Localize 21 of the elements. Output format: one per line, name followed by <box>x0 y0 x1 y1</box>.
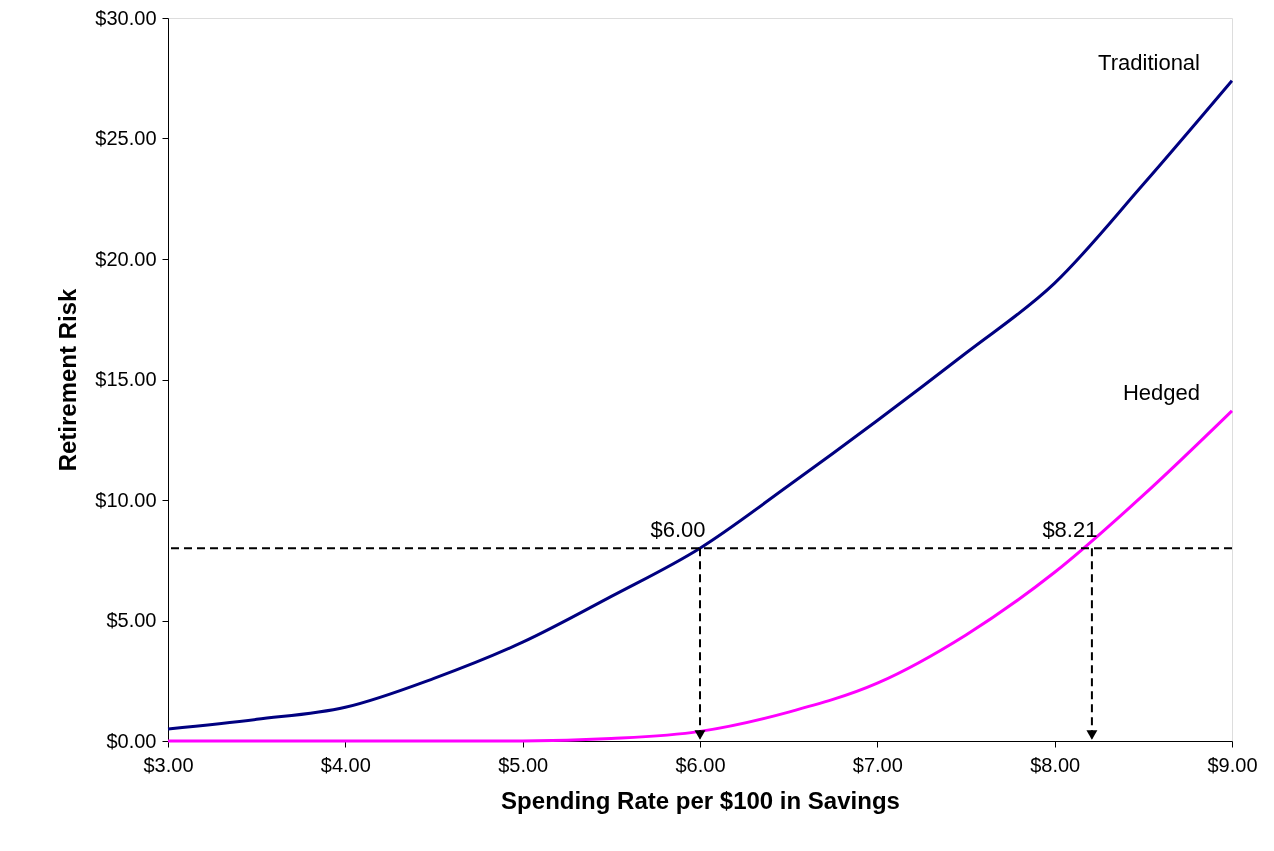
x-tick-label: $8.00 <box>1030 753 1081 776</box>
x-tick-label: $4.00 <box>320 753 371 776</box>
y-tick-label: $20.00 <box>95 247 157 270</box>
line-series <box>166 79 1234 731</box>
annotation: $6.00 <box>650 517 706 543</box>
y-tick-label: $0.00 <box>106 729 157 752</box>
x-tick-label: $5.00 <box>498 753 549 776</box>
y-tick-label: $10.00 <box>95 488 157 511</box>
x-axis-title: Spending Rate per $100 in Savings <box>501 786 900 814</box>
x-tick-label: $6.00 <box>675 753 726 776</box>
y-tick-label: $30.00 <box>95 6 157 29</box>
y-axis-title: Retirement Risk <box>54 287 82 472</box>
x-tick-label: $3.00 <box>143 753 194 776</box>
series-label: Traditional <box>1098 49 1200 75</box>
y-tick-label: $25.00 <box>95 127 157 149</box>
y-tick-label: $5.00 <box>106 609 157 631</box>
x-tick-label: $9.00 <box>1207 753 1258 776</box>
series-label: Hedged <box>1122 379 1200 405</box>
y-tick-label: $15.00 <box>95 368 157 390</box>
annotation: $8.21 <box>1042 517 1098 543</box>
x-tick-label: $7.00 <box>852 753 903 776</box>
